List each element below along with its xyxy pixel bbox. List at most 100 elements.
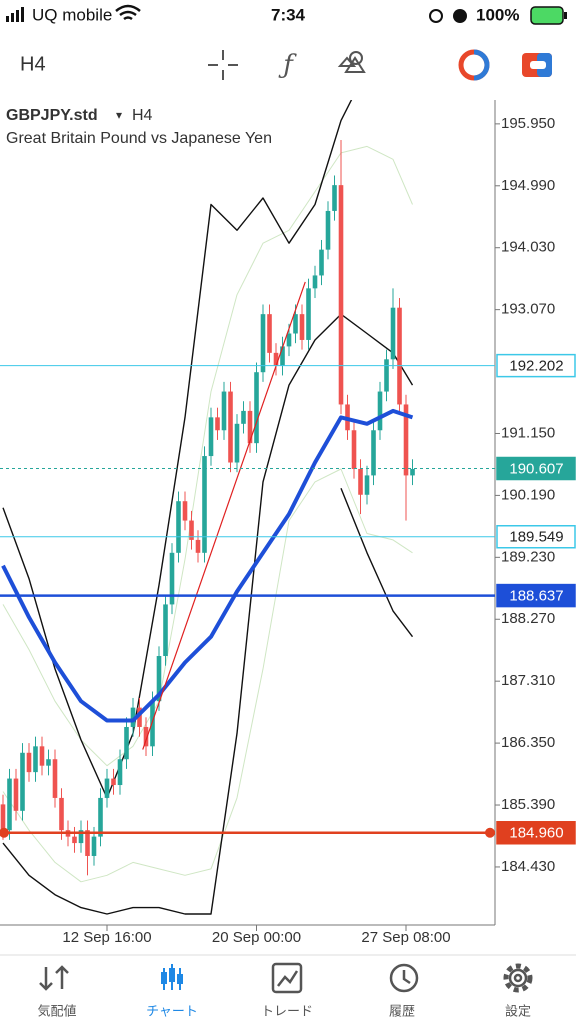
candle-body	[397, 307, 402, 405]
candle-body	[150, 701, 155, 747]
level-label: 192.202	[509, 358, 563, 375]
candle-body	[130, 707, 136, 727]
trade-tab[interactable]: トレード	[261, 962, 313, 1018]
objects-button[interactable]	[337, 51, 366, 73]
level-label: 184.960	[509, 825, 563, 842]
y-tick-label: 185.390	[501, 796, 555, 813]
candle-body	[267, 314, 272, 353]
level-label-box	[496, 583, 576, 608]
indicator-line	[2, 468, 413, 883]
level-label: 190.607	[509, 460, 563, 477]
y-tick-label: 186.350	[501, 734, 555, 751]
candle-body	[358, 468, 363, 495]
candle-body	[260, 314, 266, 373]
indicator-line	[1, 408, 414, 723]
candle-body	[143, 726, 149, 747]
candle-body	[384, 359, 389, 392]
candle-body	[247, 410, 253, 444]
candle-body	[182, 501, 188, 521]
crosshair-button[interactable]	[208, 50, 238, 80]
y-tick-label: 195.950	[501, 115, 555, 132]
tab-label[interactable]: 気配値	[37, 1003, 76, 1018]
candle-body	[228, 391, 233, 463]
level-marker	[485, 827, 495, 838]
indicator-line	[2, 313, 414, 915]
candle-body	[124, 726, 129, 760]
candle-body	[20, 752, 25, 811]
candle-body	[52, 759, 58, 798]
settings-tab[interactable]: 設定	[503, 963, 533, 1018]
tab-label[interactable]: チャート	[146, 1003, 198, 1018]
candle-body	[176, 501, 181, 553]
candle-body	[156, 656, 162, 702]
candle-body	[169, 552, 175, 605]
bottom-nav: 気配値 チャート トレード 履歴 設定	[0, 954, 576, 1018]
level-label-box	[496, 525, 576, 549]
x-tick-label: 12 Sep 16:00	[62, 929, 151, 946]
candle-body	[319, 249, 324, 276]
candle-body	[189, 520, 194, 540]
candle-body	[293, 314, 298, 334]
y-tick-label: 191.150	[501, 424, 555, 441]
candle-body	[39, 746, 45, 766]
candle-body	[410, 468, 415, 476]
indicator-line	[2, 145, 413, 767]
candle-body	[273, 352, 279, 366]
candle-body	[280, 346, 285, 366]
candle-body	[338, 185, 344, 405]
timeframe-button[interactable]: H4	[20, 53, 46, 75]
trendline	[142, 281, 306, 750]
tab-label[interactable]: 設定	[505, 1003, 531, 1018]
tab-label[interactable]: トレード	[261, 1003, 313, 1018]
candle-body	[390, 307, 396, 360]
tab-label[interactable]: 履歴	[389, 1003, 415, 1018]
candle-body	[241, 410, 246, 424]
chart-timeframe: H4	[132, 107, 153, 124]
x-tick-label: 20 Sep 00:00	[212, 929, 301, 946]
y-tick-label: 190.190	[501, 486, 555, 503]
candle-body	[78, 830, 84, 844]
candle-body	[46, 759, 51, 766]
indicators-button[interactable]: ƒ	[278, 50, 297, 80]
candle-body	[286, 333, 292, 347]
y-tick-label: 194.030	[501, 239, 555, 256]
candle-body	[364, 475, 370, 495]
candle-body	[221, 391, 227, 431]
candle-body	[254, 372, 259, 444]
candle-body	[7, 778, 12, 831]
toolbar: H4 ƒ	[20, 49, 552, 81]
candle-body	[85, 830, 90, 856]
symbol-dropdown[interactable]: ▾	[116, 108, 122, 122]
level-label: 188.637	[509, 588, 563, 605]
candle-body	[117, 759, 123, 786]
symbol: GBPJPY.std	[6, 107, 98, 124]
candle-body	[98, 797, 103, 837]
trade-button[interactable]	[458, 49, 490, 81]
chart-header: GBPJPY.std ▾ H4 Great Britain Pound vs J…	[6, 107, 272, 147]
candle-body	[325, 210, 331, 250]
history-tab[interactable]: 履歴	[389, 963, 419, 1018]
quotes-tab[interactable]: 気配値	[37, 965, 77, 1018]
level-label-box	[496, 353, 576, 378]
level-label-box	[496, 821, 576, 845]
candle-body	[351, 430, 357, 469]
level-label: 189.549	[509, 529, 563, 546]
candle-body	[195, 539, 201, 553]
clock: 7:34	[271, 5, 306, 24]
one-click-button[interactable]	[522, 53, 552, 77]
chart-tab[interactable]: チャート	[146, 964, 198, 1018]
candle-body	[403, 404, 409, 476]
candle-body	[111, 778, 116, 786]
level-label-box	[496, 456, 576, 481]
candle-body	[72, 836, 77, 844]
level-marker	[0, 827, 9, 838]
plot-area	[0, 100, 415, 915]
indicator-line	[2, 100, 353, 799]
chart-title: Great Britain Pound vs Japanese Yen	[6, 130, 272, 147]
candle-body	[59, 797, 64, 831]
candle-body	[104, 778, 110, 798]
axes: 195.950 194.990 194.030 193.070 191.150 190.1…	[0, 115, 576, 946]
y-tick-label: 188.270	[501, 610, 555, 627]
